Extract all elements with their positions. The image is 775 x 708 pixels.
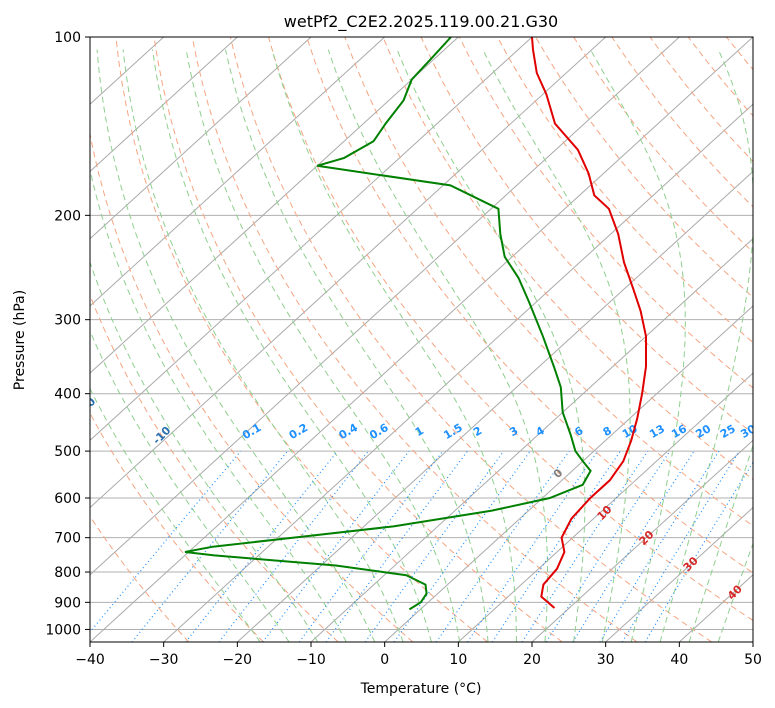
isotherm-gridlines	[90, 37, 753, 642]
y-tick-label: 800	[54, 565, 81, 581]
isotherm-line	[90, 37, 533, 442]
x-tick-label: −40	[75, 652, 105, 668]
dry-adiabat-line	[90, 131, 414, 642]
moist-adiabat-line	[90, 260, 319, 642]
mixing-ratio-lines	[90, 450, 753, 642]
moist-adiabat-line	[396, 49, 586, 642]
y-tick-label: 200	[54, 208, 81, 224]
x-axis-label: Temperature (°C)	[360, 681, 482, 697]
moist-adiabat-line	[717, 542, 753, 642]
dewpoint-profile-line	[184, 37, 592, 611]
y-tick-label: 100	[54, 30, 81, 46]
mixing-ratio-line	[521, 450, 649, 642]
temperature-profile-line	[531, 37, 647, 609]
y-tick-label: 1000	[45, 622, 81, 638]
profile-series	[184, 37, 647, 611]
isotherm-line	[90, 37, 607, 509]
isotherm-line	[531, 439, 753, 642]
plot-frame	[89, 36, 754, 643]
mixing-ratio-line	[545, 450, 671, 642]
y-tick-label: 600	[54, 491, 81, 507]
dry-adiabat-line	[115, 37, 488, 642]
isotherm-line	[605, 506, 753, 642]
x-tick-label: 40	[670, 652, 688, 668]
x-tick-label: 10	[449, 652, 467, 668]
moist-adiabat-line	[122, 49, 404, 642]
isotherm-line	[90, 37, 459, 374]
x-tick-label: 50	[744, 652, 762, 668]
mixing-ratio-line	[325, 450, 468, 642]
moist-adiabat-lines	[90, 49, 753, 642]
y-axis-ticks: 100 200 300 400 500 600 700 800 900 1000	[45, 30, 90, 638]
y-tick-label: 700	[54, 531, 81, 547]
y-tick-label: 300	[54, 313, 81, 329]
dry-adiabat-line	[496, 37, 753, 344]
y-axis-label: Pressure (hPa)	[12, 290, 28, 390]
moist-adiabat-line	[327, 49, 548, 642]
dry-adiabat-label: -20	[75, 395, 98, 418]
isotherm-line	[236, 170, 753, 642]
moist-adiabat-line	[659, 49, 753, 642]
mixing-ratio-line	[393, 450, 531, 642]
dry-adiabat-line	[382, 37, 753, 481]
moist-adiabat-line	[688, 443, 753, 642]
isotherm-line	[90, 37, 386, 307]
dry-adiabat-line	[344, 37, 753, 527]
x-tick-label: 0	[380, 652, 389, 668]
y-tick-label: 900	[54, 595, 81, 611]
isotherm-line	[457, 372, 753, 642]
moist-adiabat-line	[589, 49, 686, 642]
isotherm-line	[90, 37, 753, 642]
mixing-ratio-line	[491, 450, 621, 642]
mixing-ratio-line	[621, 450, 740, 642]
moist-adiabat-line	[90, 329, 290, 642]
mixing-ratio-label: 30	[738, 422, 758, 441]
chart-title: wetPf2_C2E2.2025.119.00.21.G30	[284, 12, 558, 32]
dry-adiabat-line	[229, 37, 712, 642]
moist-adiabat-line	[185, 49, 461, 642]
plot-area: 0.10.20.40.611.52346810131620253036-100-…	[75, 37, 758, 642]
isotherm-line	[310, 237, 753, 642]
dry-adiabat-line	[535, 37, 753, 298]
isotherm-line	[163, 103, 753, 642]
moist-adiabat-line	[90, 167, 347, 642]
isotherm-line	[90, 37, 312, 240]
moist-adiabat-line	[96, 49, 376, 642]
mixing-ratio-line	[185, 450, 339, 642]
x-tick-label: 30	[597, 652, 615, 668]
dry-adiabat-line	[90, 515, 190, 642]
mixing-ratio-line	[572, 450, 695, 642]
x-axis-ticks: −40 −30 −20 −10 0 10 20 30 40 50	[75, 642, 762, 668]
mixing-ratio-line	[435, 450, 570, 642]
x-tick-label: −20	[223, 652, 253, 668]
mixing-ratio-line	[364, 450, 505, 642]
moist-adiabat-line	[271, 49, 517, 642]
moist-adiabat-line	[152, 49, 432, 642]
dry-adiabat-line	[306, 37, 753, 574]
dry-adiabat-line	[153, 37, 563, 642]
isotherm-line	[90, 37, 680, 576]
y-tick-label: 400	[54, 387, 81, 403]
mixing-ratio-line	[466, 450, 599, 642]
mixing-ratio-line	[298, 450, 444, 642]
moist-adiabat-line	[482, 49, 631, 642]
mixing-ratio-line	[131, 450, 289, 642]
x-tick-label: 20	[523, 652, 541, 668]
x-tick-label: −30	[149, 652, 179, 668]
dry-adiabat-line	[90, 412, 264, 642]
y-tick-label: 500	[54, 444, 81, 460]
moist-adiabat-line	[90, 387, 261, 642]
moist-adiabat-line	[225, 49, 489, 642]
x-tick-label: −10	[296, 652, 326, 668]
isotherm-line	[90, 37, 238, 173]
isotherm-line	[384, 305, 753, 642]
isobar-gridlines	[90, 37, 753, 630]
